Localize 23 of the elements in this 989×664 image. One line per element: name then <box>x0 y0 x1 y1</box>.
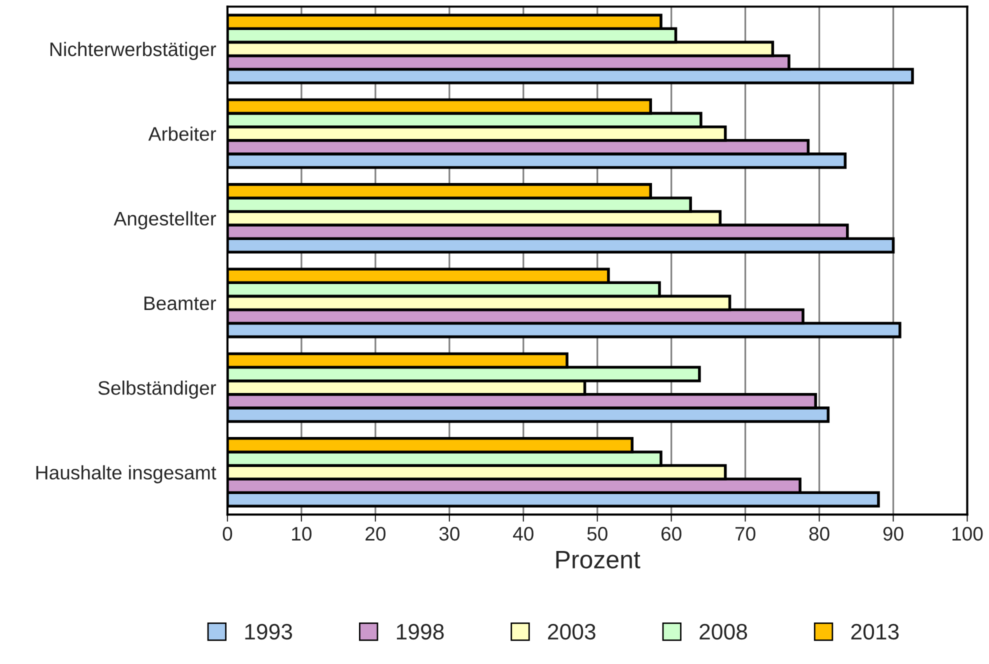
x-tick-label: 70 <box>735 526 756 541</box>
x-tick-label: 10 <box>292 526 312 541</box>
legend-label: 2008 <box>700 624 748 640</box>
y-tick-label: Nichterwerbstätiger <box>50 42 216 60</box>
y-tick-label: Beamter <box>144 296 216 310</box>
legend-label: 2003 <box>548 624 596 640</box>
x-axis-title: Prozent <box>556 551 640 568</box>
x-tick-label: 60 <box>662 526 682 541</box>
legend-label: 1993 <box>245 624 292 640</box>
x-tick-label: 30 <box>439 526 460 541</box>
x-tick-label: 20 <box>366 526 386 541</box>
y-tick-label: Selbständiger <box>98 380 216 399</box>
y-tick-label: Haushalte insgesamt <box>36 465 216 484</box>
x-tick-label: 100 <box>952 526 983 541</box>
legend-label: 2013 <box>851 624 899 640</box>
x-tick-label: 0 <box>222 526 232 541</box>
x-tick-label: 80 <box>809 526 830 541</box>
x-tick-label: 50 <box>587 526 608 541</box>
x-tick-label: 40 <box>513 526 534 541</box>
legend-label: 1998 <box>396 624 444 640</box>
x-tick-label: 90 <box>883 526 904 541</box>
y-tick-label: Arbeiter <box>148 126 216 141</box>
y-tick-label: Angestellter <box>114 211 216 230</box>
